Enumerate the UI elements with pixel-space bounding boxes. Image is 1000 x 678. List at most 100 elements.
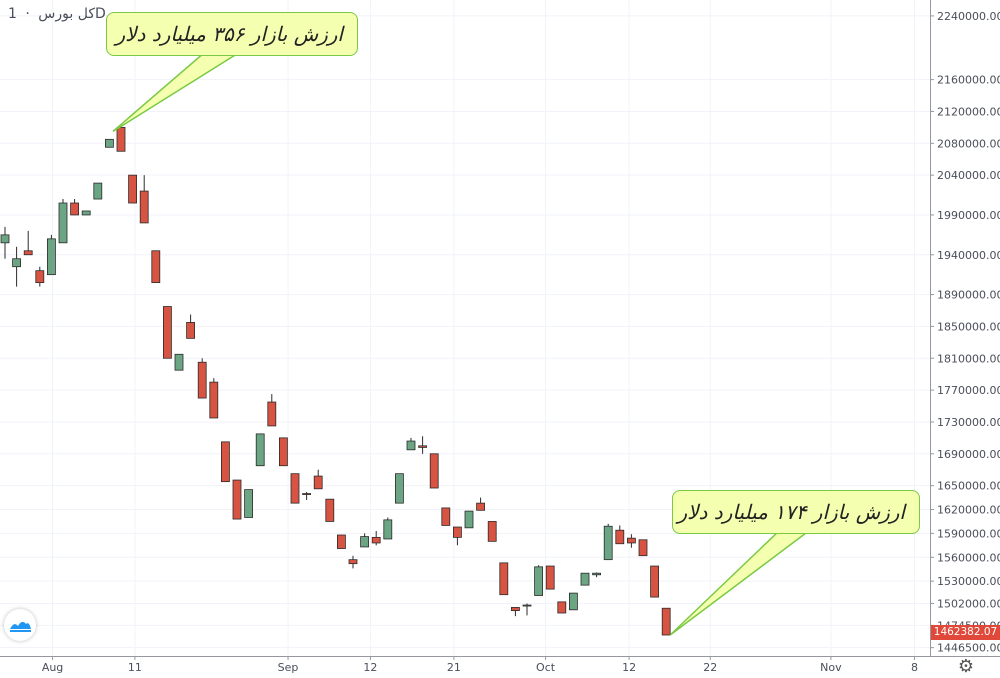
- candle-up: [81, 210, 91, 216]
- candle-down: [162, 306, 172, 359]
- candle-down: [220, 441, 230, 483]
- time-tick-label: Oct: [536, 661, 556, 674]
- candle-down: [557, 601, 567, 614]
- time-tick-label: 22: [703, 661, 717, 674]
- candle-down: [116, 126, 126, 152]
- candle-up: [93, 182, 103, 200]
- price-tick-label: 2040000.00: [937, 169, 1000, 182]
- candle-up: [255, 433, 265, 467]
- candle-down: [348, 559, 358, 565]
- candle-up: [360, 536, 370, 548]
- price-tick-label: 2240000.00: [937, 10, 1000, 23]
- price-tick-label: 1620000.00: [937, 504, 1000, 517]
- price-tick-label: 1650000.00: [937, 480, 1000, 493]
- candle-up: [244, 489, 254, 518]
- candle-up: [580, 572, 590, 586]
- candle-up: [47, 238, 56, 276]
- price-tick-label: 1890000.00: [937, 289, 1000, 302]
- candles: [0, 126, 671, 636]
- candle-down: [128, 174, 138, 204]
- candle-up: [569, 592, 578, 611]
- candle-up: [383, 519, 393, 540]
- symbol-name: کل بورس: [38, 6, 95, 22]
- candle-down: [186, 322, 196, 339]
- price-tick-label: 1850000.00: [937, 320, 1000, 333]
- candle-down: [371, 536, 381, 544]
- candle-down: [429, 453, 439, 489]
- chart-legend[interactable]: کل بورس · 1D: [8, 6, 106, 22]
- candle-down: [476, 502, 486, 511]
- time-axis[interactable]: Aug 11 Sep 12 21 Oct 12 22 Nov 8: [0, 656, 1000, 674]
- candle-down: [510, 607, 520, 612]
- candle-up: [603, 525, 613, 561]
- candle-up: [58, 202, 68, 244]
- price-axis[interactable]: 2240000.00 2160000.00 2120000.00 2080000.00…: [930, 0, 1000, 656]
- candle-down: [313, 475, 323, 490]
- chart-grid: [0, 0, 930, 656]
- time-tick-label: Sep: [278, 661, 299, 674]
- candle-down: [278, 437, 288, 467]
- price-tick-label: 1590000.00: [937, 527, 1000, 540]
- candle-up: [406, 440, 416, 451]
- time-tick-label: 21: [447, 661, 461, 674]
- time-tick-label: Aug: [42, 661, 63, 674]
- time-tick-label: 8: [911, 661, 918, 674]
- price-tick-label: 2160000.00: [937, 74, 1000, 87]
- price-tick-label: 1446500.00: [937, 642, 1000, 655]
- candle-up: [592, 572, 601, 576]
- callout-bottom-market-value: ارزش بازار ۱۷۴ میلیارد دلار: [672, 490, 920, 534]
- price-tick-label: 1770000.00: [937, 384, 1000, 397]
- candle-down: [452, 526, 462, 538]
- candle-down: [418, 445, 428, 448]
- candle-down: [35, 270, 45, 284]
- price-tick-label: 1810000.00: [937, 352, 1000, 365]
- candle-down: [209, 381, 219, 419]
- price-tick-label: 2080000.00: [937, 137, 1000, 150]
- candle-down: [302, 493, 312, 495]
- callout-top-pointer: [112, 51, 243, 133]
- time-tick-label: 11: [128, 661, 142, 674]
- candle-down: [197, 361, 207, 399]
- price-tick-label: 1560000.00: [937, 551, 1000, 564]
- price-tick-label: 1690000.00: [937, 448, 1000, 461]
- candle-up: [394, 473, 404, 504]
- last-price-tag: 1462382.07: [931, 625, 1000, 640]
- candle-down: [336, 534, 346, 549]
- candle-down: [638, 539, 648, 557]
- price-tick-label: 1730000.00: [937, 416, 1000, 429]
- candle-up: [12, 258, 22, 268]
- callout-bottom-pointer: [669, 529, 813, 636]
- candle-down: [499, 562, 509, 596]
- callout-pointers: [112, 51, 813, 636]
- candle-down: [615, 529, 625, 545]
- tradingview-logo-icon[interactable]: [4, 609, 36, 641]
- candle-up: [105, 138, 114, 148]
- candle-down: [325, 498, 335, 522]
- candle-down: [232, 479, 242, 520]
- candle-up: [522, 604, 532, 607]
- callout-top-market-value: ارزش بازار ۳۵۶ میلیارد دلار: [106, 12, 358, 56]
- gear-icon[interactable]: ⚙: [957, 656, 975, 677]
- candle-down: [70, 202, 79, 216]
- candle-up: [0, 234, 10, 244]
- candle-down: [23, 250, 33, 256]
- time-tick-label: Nov: [820, 661, 842, 674]
- price-tick-label: 1990000.00: [937, 209, 1000, 222]
- price-tick-label: 2120000.00: [937, 105, 1000, 118]
- interval-label[interactable]: 1D: [8, 6, 106, 22]
- candle-down: [545, 565, 555, 590]
- candle-down: [139, 190, 149, 224]
- candle-down: [661, 607, 671, 636]
- candle-down: [151, 250, 161, 284]
- candle-down: [267, 401, 277, 427]
- candle-down: [441, 507, 451, 526]
- candle-down: [650, 565, 659, 598]
- price-tick-label: 1502000.00: [937, 597, 1000, 610]
- time-tick-label: 12: [363, 661, 377, 674]
- time-tick-label: 12: [622, 661, 636, 674]
- candle-down: [627, 537, 636, 544]
- candle-up: [174, 353, 184, 371]
- price-tick-label: 1530000.00: [937, 575, 1000, 588]
- candle-up: [534, 566, 543, 596]
